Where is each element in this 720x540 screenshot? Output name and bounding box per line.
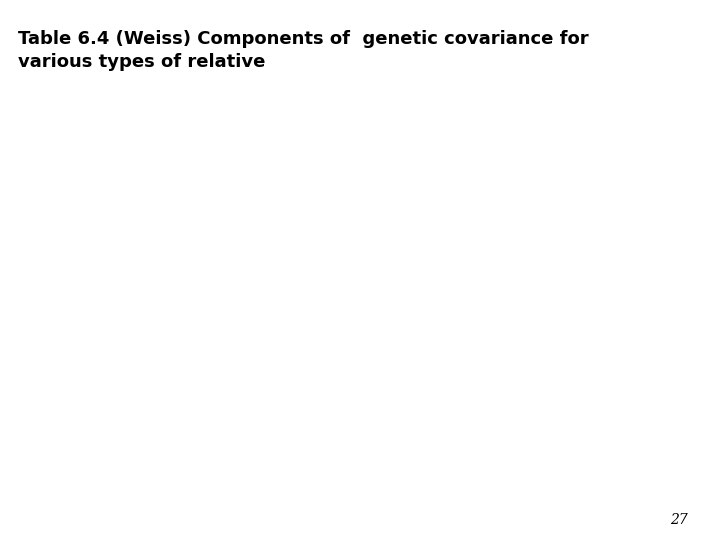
Text: Table 6.4 (Weiss) Components of  genetic covariance for
various types of relativ: Table 6.4 (Weiss) Components of genetic …	[18, 30, 589, 71]
Text: 27: 27	[670, 512, 688, 526]
